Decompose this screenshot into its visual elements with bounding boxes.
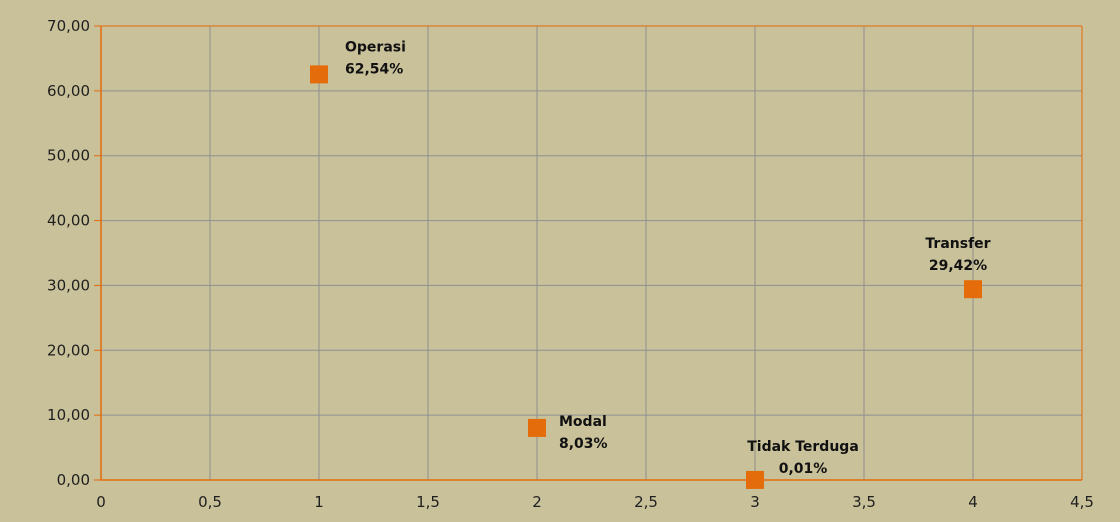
y-tick-label: 60,00 xyxy=(47,82,90,100)
data-point xyxy=(310,65,328,83)
x-tick-label: 4 xyxy=(968,493,978,511)
data-label-name: Operasi xyxy=(345,39,406,55)
data-label-value: 62,54% xyxy=(345,61,403,77)
data-label-value: 8,03% xyxy=(559,436,608,452)
x-tick-label: 2 xyxy=(532,493,542,511)
data-label-value: 0,01% xyxy=(779,461,828,477)
y-tick-label: 0,00 xyxy=(57,471,90,489)
x-tick-label: 3 xyxy=(750,493,760,511)
y-tick-label: 10,00 xyxy=(47,406,90,424)
x-tick-label: 2,5 xyxy=(634,493,658,511)
data-point xyxy=(528,419,546,437)
data-point xyxy=(746,471,764,489)
x-tick-label: 0,5 xyxy=(198,493,222,511)
y-tick-label: 20,00 xyxy=(47,341,90,359)
y-tick-label: 30,00 xyxy=(47,276,90,294)
y-tick-label: 70,00 xyxy=(47,17,90,35)
y-tick-label: 40,00 xyxy=(47,212,90,230)
x-tick-label: 4,5 xyxy=(1070,493,1094,511)
x-tick-label: 3,5 xyxy=(852,493,876,511)
y-tick-label: 50,00 xyxy=(47,147,90,165)
data-point xyxy=(964,280,982,298)
x-tick-label: 0 xyxy=(96,493,106,511)
data-label-name: Transfer xyxy=(925,236,990,252)
data-label-value: 29,42% xyxy=(929,258,987,274)
data-label-name: Modal xyxy=(559,414,607,430)
plot-area xyxy=(101,26,1082,480)
data-label-name: Tidak Terduga xyxy=(747,439,859,455)
x-tick-label: 1 xyxy=(314,493,324,511)
x-tick-label: 1,5 xyxy=(416,493,440,511)
